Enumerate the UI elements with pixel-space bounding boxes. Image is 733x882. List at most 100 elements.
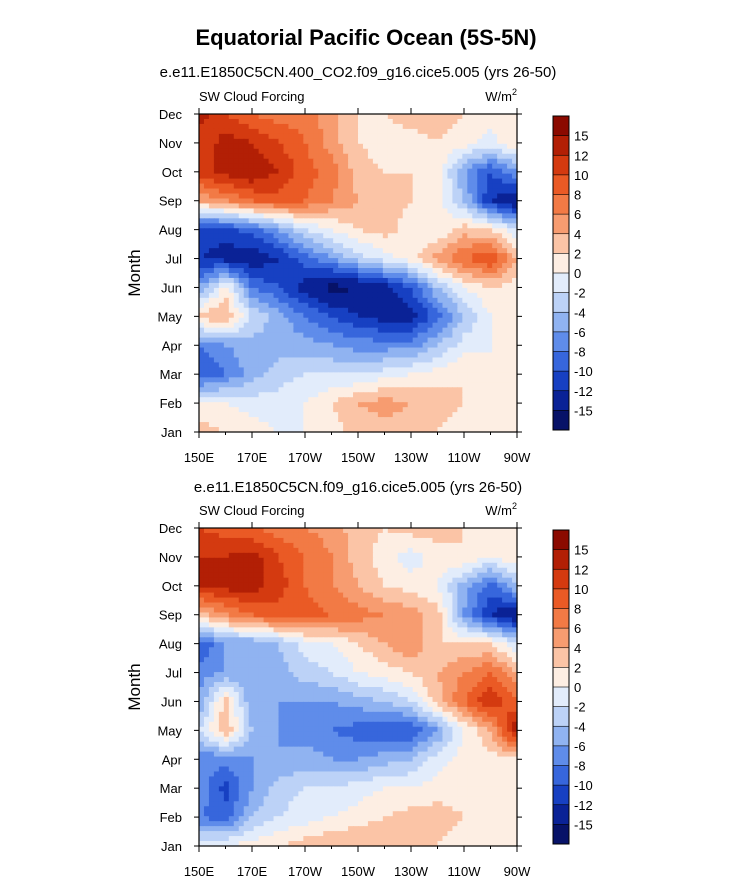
panel-top-contour-cell xyxy=(407,357,414,364)
panel-top-contour-cell xyxy=(367,163,374,170)
panel-bottom-contour-cell xyxy=(293,562,299,569)
panel-top-contour-cell xyxy=(338,198,344,205)
panel-bottom-contour-cell xyxy=(422,547,429,554)
panel-top-contour-cell xyxy=(487,263,493,269)
panel-top-contour-cell xyxy=(482,307,488,314)
panel-top-contour-cell xyxy=(387,337,394,344)
panel-top-contour-cell xyxy=(338,243,344,249)
panel-top-contour-cell xyxy=(492,158,498,165)
panel-top-contour-cell xyxy=(278,273,285,279)
panel-top-contour-cell xyxy=(358,407,364,413)
panel-bottom-contour-cell xyxy=(387,562,394,569)
panel-top-contour-cell xyxy=(323,238,329,244)
panel-top-contour-cell xyxy=(487,297,493,304)
panel-top-contour-cell xyxy=(502,357,508,364)
panel-top-contour-cell xyxy=(208,342,215,349)
panel-top-contour-cell xyxy=(417,352,424,359)
panel-top-contour-cell xyxy=(512,233,518,239)
panel-top-contour-cell xyxy=(457,302,463,309)
panel-top-contour-cell xyxy=(447,153,454,160)
panel-top-contour-cell xyxy=(432,218,439,224)
panel-top-contour-cell xyxy=(377,332,384,339)
panel-top-contour-cell xyxy=(472,367,478,373)
panel-top-contour-cell xyxy=(422,198,429,205)
panel-bottom-contour-cell xyxy=(487,537,493,544)
panel-bottom-contour-cell xyxy=(412,577,419,584)
panel-top-contour-cell xyxy=(313,128,319,135)
panel-top-contour-cell xyxy=(367,297,374,304)
panel-top-contour-cell xyxy=(308,138,314,145)
panel-bottom-contour-cell xyxy=(258,547,265,554)
panel-top-contour-cell xyxy=(303,422,309,428)
panel-top-contour-cell xyxy=(362,427,369,433)
panel-top-contour-cell xyxy=(437,342,444,349)
panel-top-contour-cell xyxy=(208,282,215,289)
panel-bottom-contour-cell xyxy=(248,552,255,559)
panel-top-contour-cell xyxy=(387,297,394,304)
panel-bottom-contour-cell xyxy=(382,577,389,584)
panel-top-contour-cell xyxy=(208,263,215,269)
panel-top-contour-cell xyxy=(228,133,235,140)
panel-bottom-contour-cell xyxy=(482,528,488,534)
panel-top-contour-cell xyxy=(328,382,334,388)
panel-top-contour-cell xyxy=(303,238,309,244)
panel-top-contour-cell xyxy=(412,327,419,334)
panel-top-contour-cell xyxy=(502,268,508,274)
panel-top-contour-cell xyxy=(402,168,409,175)
panel-top-contour-cell xyxy=(497,273,503,279)
panel-top-contour-cell xyxy=(417,243,424,249)
panel-top-contour-cell xyxy=(203,332,210,339)
panel-top-contour-cell xyxy=(427,387,434,393)
panel-top-contour-cell xyxy=(402,417,409,423)
panel-top-contour-cell xyxy=(447,312,454,319)
panel-top-contour-cell xyxy=(472,258,478,264)
panel-top-contour-cell xyxy=(333,342,339,349)
panel-bottom-contour-cell xyxy=(387,577,394,584)
panel-top-contour-cell xyxy=(457,367,463,373)
panel-top-contour-cell xyxy=(263,173,270,180)
panel-top-contour-cell xyxy=(417,317,424,324)
panel-top-contour-cell xyxy=(273,342,280,349)
panel-top-contour-cell xyxy=(218,258,225,264)
panel-top-contour-cell xyxy=(427,372,434,378)
panel-top-contour-cell xyxy=(397,228,404,234)
panel-top-contour-cell xyxy=(422,392,429,398)
panel-top-contour-cell xyxy=(253,377,260,383)
panel-top-contour-cell xyxy=(308,123,314,130)
panel-bottom-contour-cell xyxy=(263,537,270,544)
panel-top-contour-cell xyxy=(387,198,394,205)
panel-top-contour-cell xyxy=(288,203,295,210)
panel-bottom-contour-cell xyxy=(313,577,319,584)
panel-top-contour-cell xyxy=(238,357,245,364)
panel-top-contour-cell xyxy=(402,143,409,150)
panel-top-contour-cell xyxy=(213,402,220,408)
panel-top-contour-cell xyxy=(343,377,349,383)
panel-top-contour-cell xyxy=(298,417,304,423)
panel-top-contour-cell xyxy=(343,188,349,195)
panel-top-contour-cell xyxy=(502,133,508,140)
panel-top-contour-cell xyxy=(199,422,205,428)
panel-top-contour-cell xyxy=(402,397,409,403)
panel-bottom-contour-cell xyxy=(283,532,290,539)
panel-bottom-contour-cell xyxy=(482,562,488,569)
panel-top-contour-cell xyxy=(482,372,488,378)
panel-top-contour-cell xyxy=(397,118,404,125)
panel-top-contour-cell xyxy=(308,327,314,334)
panel-bottom-contour-cell xyxy=(218,532,225,539)
panel-top-contour-cell xyxy=(228,193,235,200)
panel-bottom-contour-cell xyxy=(377,532,384,539)
panel-top-contour-cell xyxy=(258,382,265,388)
panel-bottom-contour-cell xyxy=(223,562,230,569)
panel-top-contour-cell xyxy=(203,427,210,433)
panel-bottom-contour-cell xyxy=(288,552,295,559)
panel-top-contour-cell xyxy=(303,317,309,324)
panel-top-contour-cell xyxy=(208,273,215,279)
panel-bottom-contour-cell xyxy=(243,552,250,559)
panel-top-contour-cell xyxy=(392,317,399,324)
panel-bottom-contour-cell xyxy=(298,562,304,569)
panel-top-contour-cell xyxy=(288,133,295,140)
panel-top-contour-cell xyxy=(213,357,220,364)
panel-top-contour-cell xyxy=(358,248,364,254)
panel-top-contour-cell xyxy=(487,382,493,388)
panel-top-contour-cell xyxy=(328,422,334,428)
